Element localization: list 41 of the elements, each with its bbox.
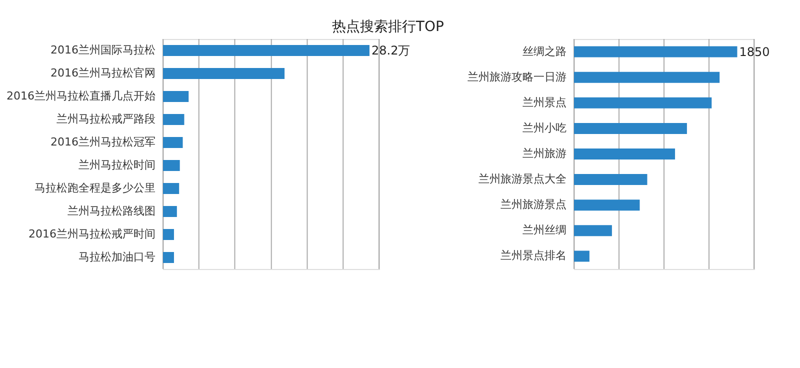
y-tick-label: 兰州景点排名 (500, 249, 566, 262)
bar (163, 114, 184, 125)
y-tick-label: 马拉松跑全程是多少公里 (34, 182, 156, 194)
y-tick-label: 丝绸之路 (522, 44, 566, 58)
bar (163, 91, 189, 102)
y-tick-label: 兰州马拉松路线图 (68, 204, 156, 218)
y-tick-label: 2016兰州国际马拉松 (50, 44, 156, 56)
bar (163, 45, 370, 56)
bar (163, 68, 285, 79)
y-tick-label: 2016兰州马拉松直播几点开始 (6, 90, 156, 102)
bar (163, 252, 174, 263)
y-tick-label: 兰州旅游 (522, 147, 566, 160)
y-tick-label: 兰州旅游景点 (500, 198, 566, 212)
y-tick-label: 兰州丝绸 (522, 224, 566, 237)
bar (574, 250, 590, 262)
y-tick-label: 兰州景点 (522, 96, 566, 109)
data-label: 28.2万 (371, 44, 410, 58)
y-tick-label: 兰州旅游景点大全 (478, 172, 566, 186)
y-tick-label: 2016兰州马拉松官网 (50, 66, 156, 80)
y-tick-label: 兰州小吃 (522, 121, 566, 134)
y-tick-label: 兰州马拉松戒严路段 (56, 112, 156, 126)
bar (574, 72, 720, 83)
bar (163, 206, 177, 217)
bar (574, 148, 676, 160)
y-tick-label: 马拉松加油口号 (78, 250, 156, 264)
chart-title: 热点搜索排行TOP (332, 19, 444, 35)
bar (163, 183, 180, 194)
bar (574, 122, 687, 134)
bar (163, 160, 180, 171)
y-tick-label: 兰州马拉松时间 (78, 158, 156, 172)
bar (574, 200, 640, 211)
bar (574, 225, 612, 236)
bar (574, 97, 712, 108)
bar (574, 46, 738, 58)
y-tick-label: 兰州旅游攻略一日游 (468, 70, 566, 84)
bar (574, 174, 648, 186)
y-tick-label: 2016兰州马拉松戒严时间 (28, 228, 156, 240)
data-label: 1850 (739, 44, 770, 59)
bar (163, 229, 174, 240)
bar (163, 137, 183, 148)
y-tick-label: 2016兰州马拉松冠军 (50, 136, 156, 148)
